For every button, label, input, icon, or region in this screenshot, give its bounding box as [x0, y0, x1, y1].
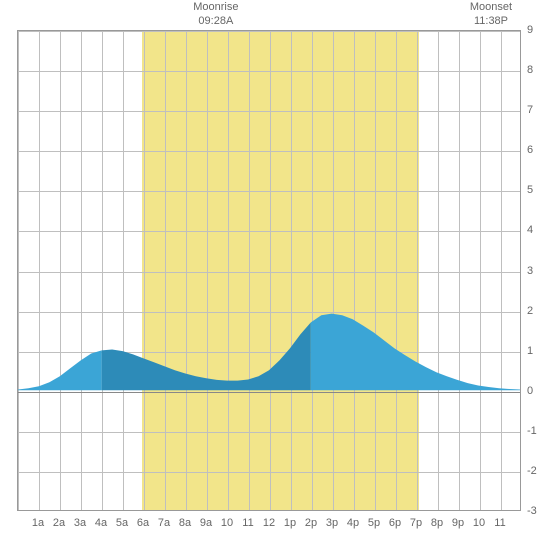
plot-area [17, 30, 521, 511]
x-tick: 9a [200, 517, 212, 529]
tide-segment [102, 322, 311, 390]
y-tick: 1 [527, 345, 533, 357]
y-tick: 9 [527, 24, 533, 36]
x-tick: 4p [347, 517, 359, 529]
y-tick: -1 [527, 425, 537, 437]
x-tick: 6p [389, 517, 401, 529]
x-tick: 10 [221, 517, 233, 529]
y-tick: 5 [527, 184, 533, 196]
x-tick: 4a [95, 517, 107, 529]
moonrise-time: 09:28A [186, 15, 246, 29]
tide-area [18, 31, 520, 510]
moonrise-label: Moonrise 09:28A [186, 1, 246, 29]
tide-segment [311, 314, 520, 391]
y-tick: 8 [527, 64, 533, 76]
y-tick: 7 [527, 104, 533, 116]
x-tick: 8p [431, 517, 443, 529]
x-tick: 8a [179, 517, 191, 529]
x-tick: 3a [74, 517, 86, 529]
x-tick: 2p [305, 517, 317, 529]
x-tick: 1p [284, 517, 296, 529]
x-tick: 11 [494, 517, 505, 529]
zero-line [18, 392, 520, 393]
moonrise-title: Moonrise [186, 1, 246, 15]
tide-segment [18, 350, 102, 390]
x-tick: 1a [32, 517, 44, 529]
x-tick: 7a [158, 517, 170, 529]
x-tick: 11 [242, 517, 253, 529]
moonset-label: Moonset 11:38P [461, 1, 521, 29]
x-tick: 5p [368, 517, 380, 529]
moonset-time: 11:38P [461, 15, 521, 29]
x-tick: 2a [53, 517, 65, 529]
moonset-title: Moonset [461, 1, 521, 15]
y-tick: 6 [527, 144, 533, 156]
x-tick: 9p [452, 517, 464, 529]
x-tick: 6a [137, 517, 149, 529]
y-tick: -3 [527, 505, 537, 517]
y-tick: 0 [527, 385, 533, 397]
tide-chart: Moonrise 09:28A Moonset 11:38P -3-2-1012… [0, 0, 550, 550]
y-tick: 4 [527, 224, 533, 236]
y-tick: -2 [527, 465, 537, 477]
x-tick: 3p [326, 517, 338, 529]
x-tick: 7p [410, 517, 422, 529]
x-tick: 12 [263, 517, 275, 529]
x-tick: 10 [473, 517, 485, 529]
y-tick: 3 [527, 265, 533, 277]
y-tick: 2 [527, 305, 533, 317]
x-tick: 5a [116, 517, 128, 529]
